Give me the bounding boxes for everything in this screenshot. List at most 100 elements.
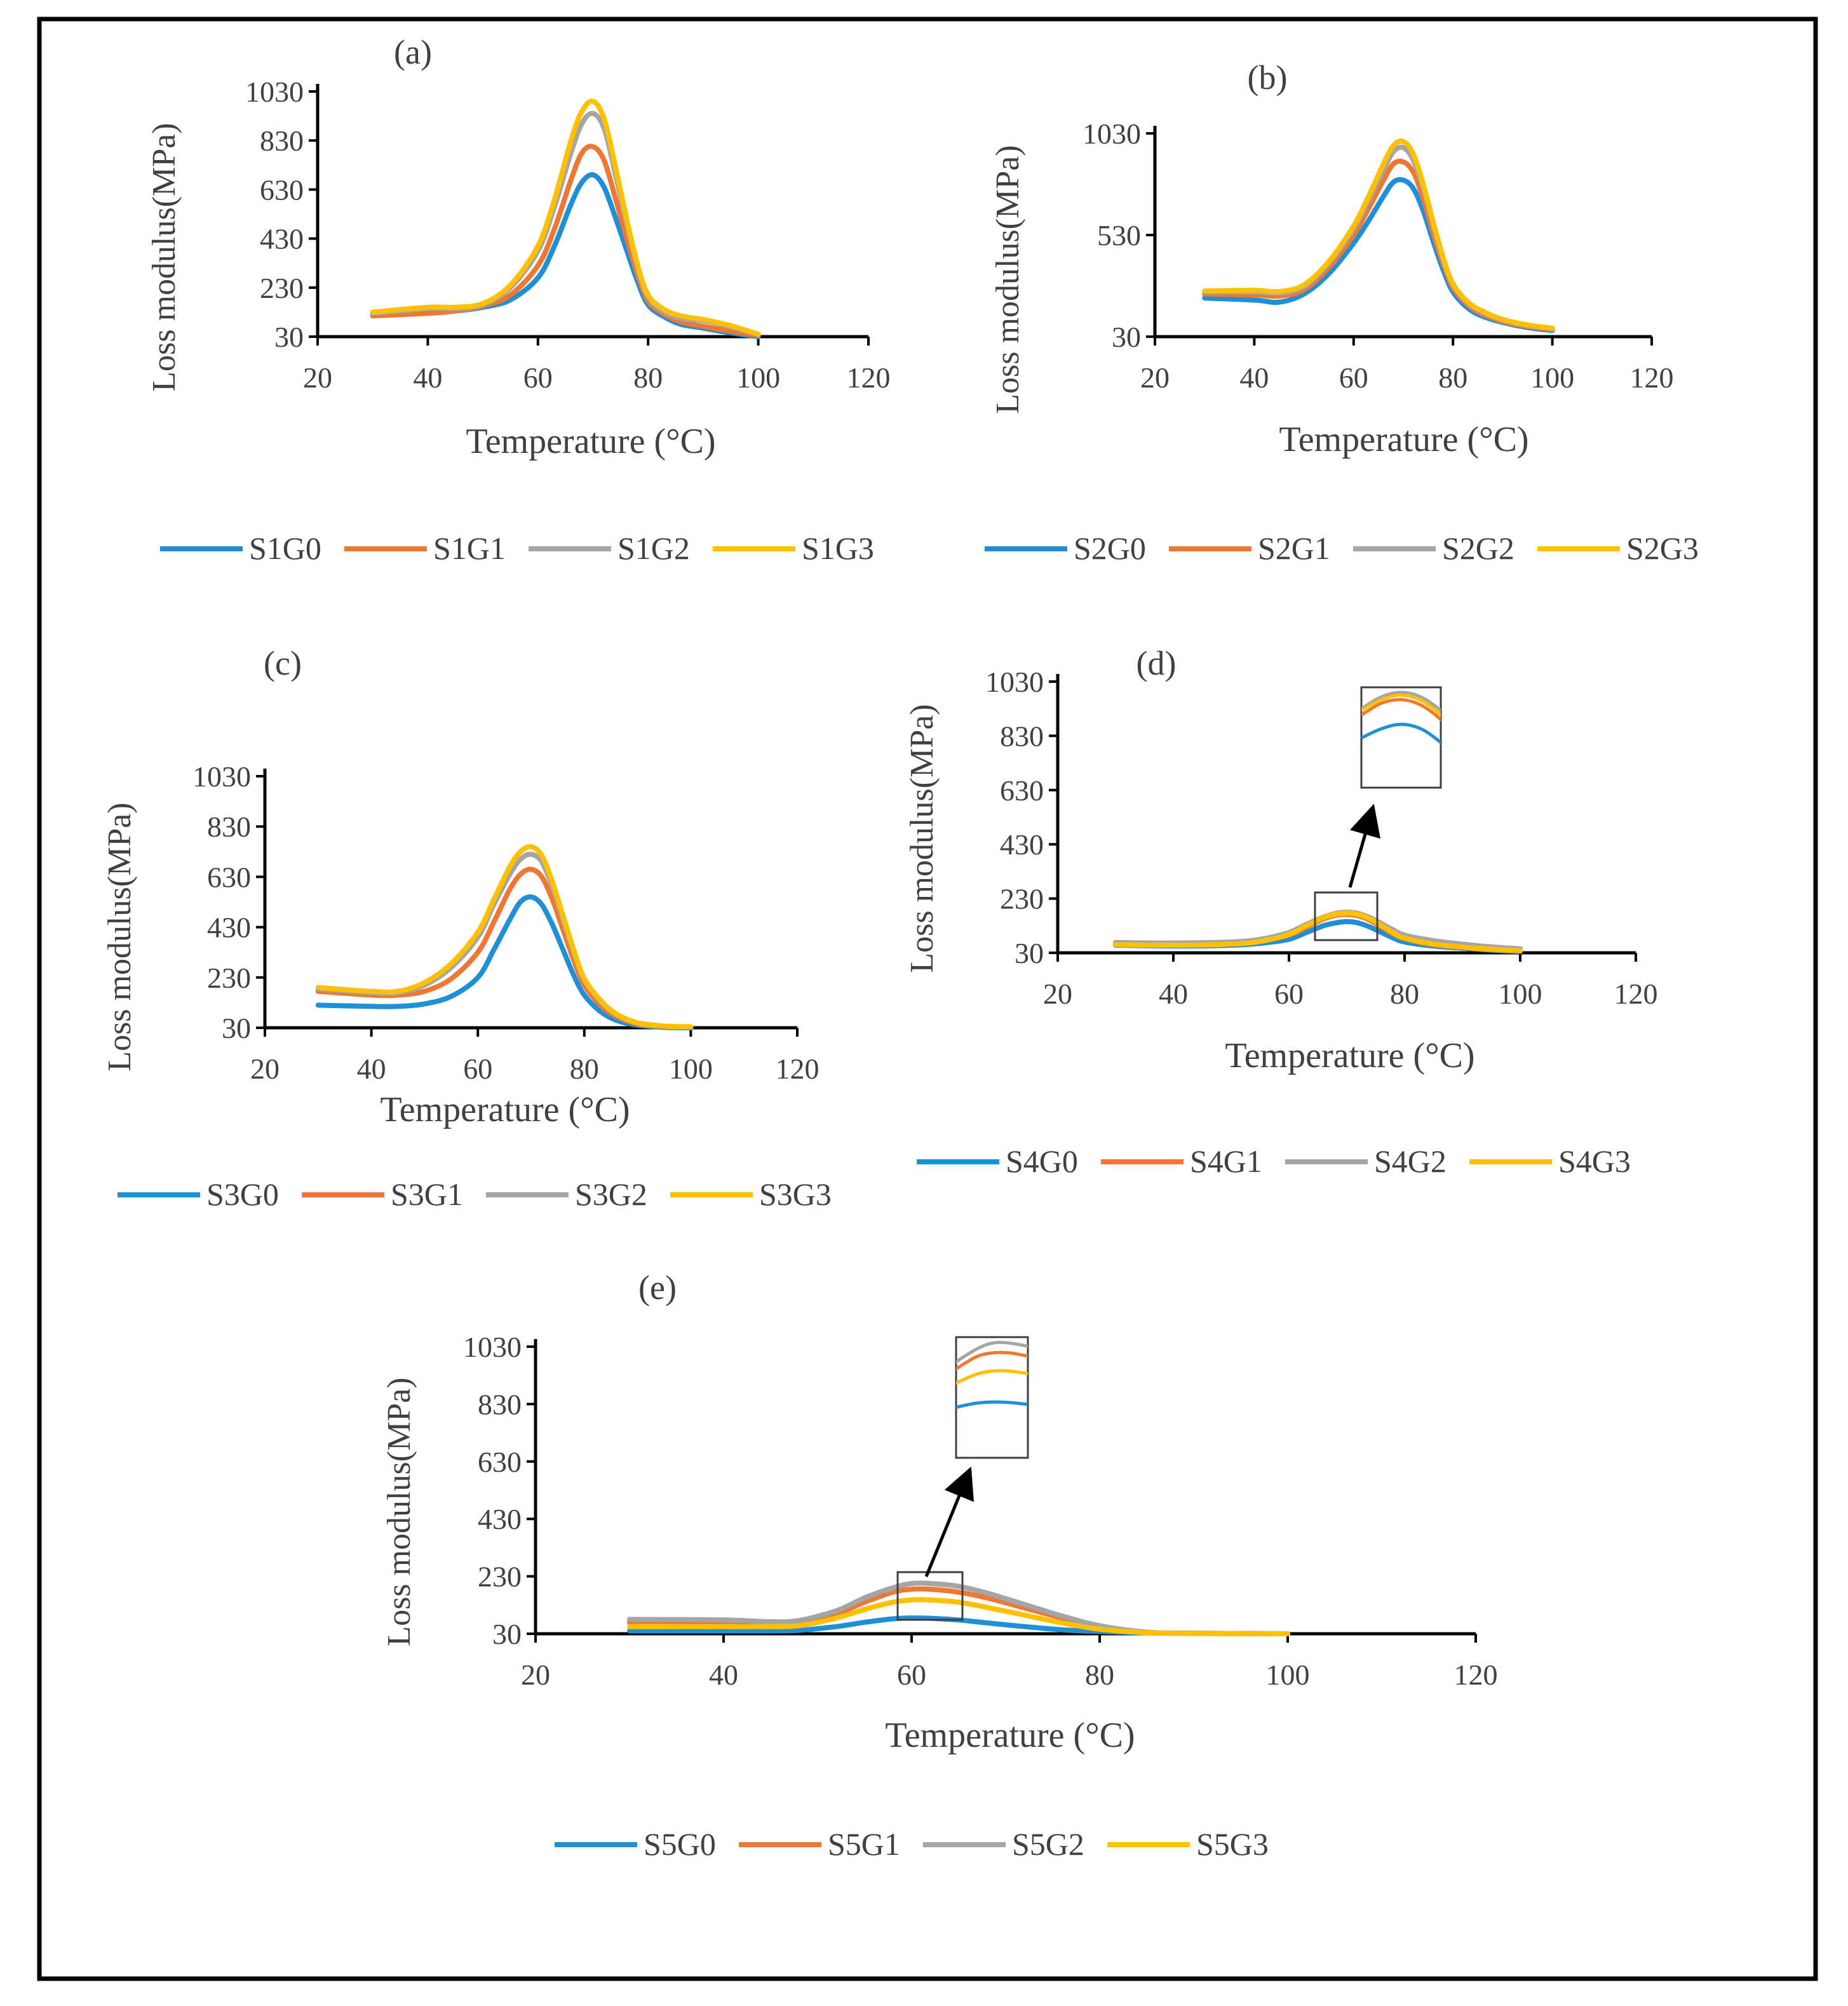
series-line-S4G3 — [1113, 910, 1523, 953]
x-tick-label: 80 — [633, 361, 663, 394]
y-tick-label: 530 — [1097, 219, 1141, 252]
legend-label: S2G3 — [1626, 530, 1699, 566]
x-tick-label: 40 — [413, 361, 442, 394]
y-tick-label: 830 — [260, 125, 304, 157]
legend-label: S4G2 — [1374, 1143, 1447, 1179]
x-tick-label: 20 — [1140, 361, 1170, 394]
y-tick-label: 30 — [274, 321, 304, 353]
x-tick-label: 40 — [709, 1659, 738, 1691]
legend-label: S3G0 — [206, 1176, 279, 1212]
legend-label: S3G3 — [759, 1176, 832, 1212]
zoom-arrow — [924, 1466, 975, 1577]
zoom-source-box — [896, 1571, 964, 1621]
y-tick-label: 230 — [207, 962, 251, 994]
zoom-source-box — [1314, 891, 1379, 941]
x-tick-label: 100 — [736, 361, 780, 394]
panel-label: (c) — [264, 644, 302, 682]
y-tick-label: 430 — [1000, 828, 1044, 861]
zoom-inset-box — [955, 1336, 1029, 1459]
zoom-series-S5G0 — [956, 1400, 1028, 1410]
y-axis-title: Loss modulus(MPa) — [146, 123, 182, 391]
x-tick-label: 120 — [847, 361, 891, 394]
zoom-series-S4G0 — [1361, 722, 1441, 745]
y-axis-title: Loss modulus(MPa) — [904, 704, 940, 973]
legend-label: S5G2 — [1012, 1826, 1084, 1862]
x-tick-label: 40 — [1239, 361, 1269, 394]
legend-label: S1G3 — [802, 530, 874, 566]
legend-label: S2G0 — [1074, 530, 1146, 566]
zoom-series-S5G1 — [956, 1350, 1028, 1371]
legend-label: S2G1 — [1258, 530, 1330, 566]
x-tick-label: 40 — [1159, 978, 1188, 1010]
y-tick-label: 430 — [478, 1503, 522, 1535]
zoom-arrow — [1348, 804, 1381, 888]
y-tick-label: 630 — [478, 1446, 522, 1478]
y-tick-label: 1030 — [245, 76, 304, 108]
x-tick-label: 120 — [1630, 361, 1674, 394]
panel-label: (d) — [1136, 644, 1177, 682]
x-tick-label: 40 — [357, 1053, 386, 1085]
zoom-series-S4G2 — [1361, 690, 1441, 713]
chart-panel-1: (a) 30 230 430 630 830 1030 20 40 60 80 100 120 Tempe… — [146, 33, 891, 566]
legend-label: S1G2 — [617, 530, 690, 566]
panel-label: (e) — [638, 1269, 677, 1307]
legend-label: S4G3 — [1558, 1143, 1631, 1179]
y-axis-title: Loss modulus(MPa) — [381, 1377, 417, 1646]
x-tick-label: 100 — [1266, 1659, 1310, 1691]
zoom-inset-lines — [1361, 690, 1441, 745]
series-line-S5G3 — [627, 1597, 1290, 1636]
x-tick-label: 80 — [1390, 978, 1419, 1010]
legend-label: S5G3 — [1196, 1826, 1269, 1862]
chart-panel-3: (c) 30 230 430 630 830 1030 20 40 60 80 100 120 Tempe… — [102, 644, 832, 1212]
x-tick-label: 60 — [1274, 978, 1304, 1010]
x-tick-label: 80 — [1085, 1659, 1114, 1691]
x-tick-label: 60 — [1339, 361, 1368, 394]
y-tick-label: 1030 — [985, 666, 1044, 698]
legend-label: S5G0 — [644, 1826, 716, 1862]
y-tick-label: 30 — [1112, 321, 1141, 353]
y-tick-label: 830 — [478, 1388, 522, 1420]
chart-panel-4: (d) 30 230 430 630 830 1030 20 40 60 80 100 120 Tempe… — [904, 644, 1658, 1179]
y-tick-label: 30 — [222, 1012, 251, 1044]
series-line-S1G3 — [370, 98, 761, 337]
x-tick-label: 120 — [1454, 1659, 1498, 1691]
x-tick-label: 120 — [776, 1053, 819, 1085]
x-axis-title: Temperature (°C) — [380, 1090, 630, 1129]
y-axis-title: Loss modulus(MPa) — [990, 145, 1026, 414]
y-tick-label: 30 — [492, 1618, 522, 1650]
panels: (a) 30 230 430 630 830 1030 20 40 60 80 100 120 Tempe… — [102, 33, 1699, 1862]
y-tick-label: 1030 — [192, 760, 251, 793]
y-tick-label: 230 — [260, 272, 304, 304]
legend-label: S4G1 — [1190, 1143, 1262, 1179]
x-tick-label: 60 — [463, 1053, 492, 1085]
series-line-S3G0 — [315, 894, 694, 1030]
y-tick-label: 630 — [1000, 774, 1044, 807]
series-line-S2G3 — [1202, 138, 1555, 331]
zoom-series-S4G1 — [1361, 697, 1441, 722]
x-tick-label: 60 — [897, 1659, 926, 1691]
panel-label: (a) — [394, 33, 432, 71]
panel-label: (b) — [1248, 58, 1288, 97]
chart-panel-5: (e) 30 230 430 630 830 1030 20 40 60 80 100 120 Tempe… — [381, 1269, 1498, 1862]
x-axis-title: Temperature (°C) — [1225, 1036, 1474, 1075]
zoom-series-S5G2 — [956, 1340, 1028, 1364]
x-tick-label: 100 — [1499, 978, 1542, 1010]
legend-label: S4G0 — [1006, 1143, 1078, 1179]
y-tick-label: 830 — [1000, 720, 1044, 752]
legend-label: S1G1 — [433, 530, 506, 566]
x-axis-title: Temperature (°C) — [1279, 420, 1528, 459]
y-tick-label: 630 — [260, 173, 304, 206]
zoom-series-S4G3 — [1361, 693, 1441, 718]
zoom-inset-lines — [956, 1340, 1028, 1410]
legend-label: S3G2 — [575, 1176, 647, 1212]
x-tick-label: 20 — [521, 1659, 550, 1691]
x-tick-label: 80 — [1438, 361, 1467, 394]
y-tick-label: 1030 — [463, 1331, 522, 1363]
x-tick-label: 20 — [250, 1053, 280, 1085]
x-tick-label: 100 — [1530, 361, 1574, 394]
y-tick-label: 830 — [207, 811, 251, 843]
x-tick-label: 120 — [1614, 978, 1658, 1010]
y-tick-label: 230 — [1000, 883, 1044, 915]
x-tick-label: 20 — [1043, 978, 1072, 1010]
